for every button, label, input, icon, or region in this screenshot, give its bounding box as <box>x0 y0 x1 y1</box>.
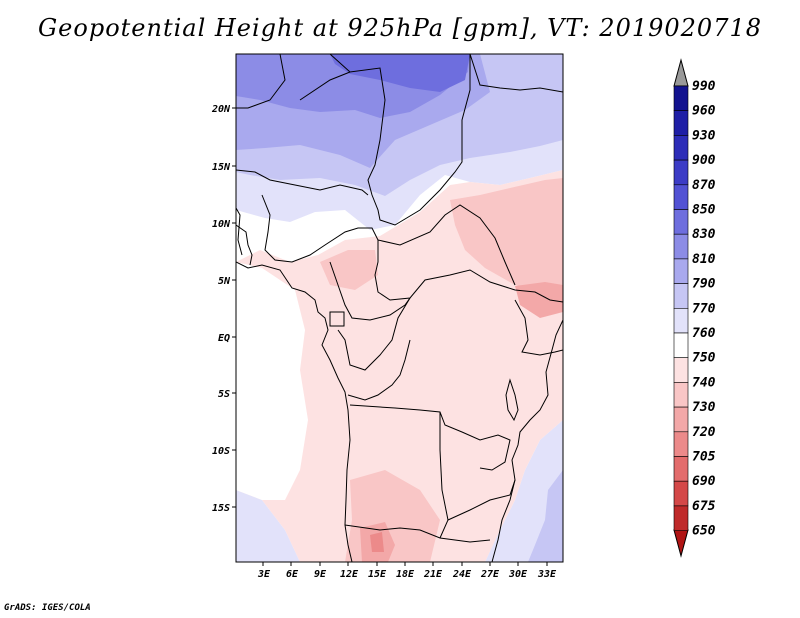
lon-label: 18E <box>396 569 415 580</box>
lon-label: 12E <box>340 569 359 580</box>
lon-ticks <box>262 562 548 566</box>
border-north-mid <box>299 71 351 101</box>
map-title: Geopotential Height at 925hPa [gpm], VT:… <box>38 14 762 42</box>
colorbar-level-label: 990 <box>692 79 716 94</box>
lat-label: 20N <box>211 104 231 115</box>
border-drc-west <box>347 339 411 401</box>
lon-label: 6E <box>286 569 299 580</box>
colorbar-level-label: 810 <box>692 252 716 267</box>
colorbar-level-label: 760 <box>692 326 716 341</box>
colorbar-segment <box>673 258 689 284</box>
coastline-west-africa <box>236 261 353 562</box>
height-field <box>236 54 563 562</box>
contour-red-720-sw <box>370 532 384 552</box>
lon-label: 24E <box>452 569 472 580</box>
lat-label: 10N <box>212 219 231 230</box>
colorbar-level-label: 705 <box>692 450 716 465</box>
colorbar-level-label: 850 <box>692 203 716 218</box>
border-north <box>329 54 471 226</box>
colorbar-level-label: 650 <box>692 524 716 539</box>
lat-ticks <box>232 107 236 508</box>
border-box <box>329 311 345 327</box>
colorbar-level-label: 720 <box>692 425 716 440</box>
colorbar-segment <box>673 159 689 186</box>
contour-blue-850 <box>330 54 470 92</box>
lat-label: 15S <box>212 503 230 514</box>
lat-label: 5N <box>218 276 231 287</box>
colorbar-segment <box>673 382 689 408</box>
colorbar-segment <box>673 110 689 136</box>
lon-label: 3E <box>257 569 271 580</box>
border-drc-south <box>349 404 511 471</box>
border-angola-south <box>344 524 491 543</box>
colorbar-level-label: 740 <box>692 375 716 390</box>
colorbar-segment <box>673 85 689 112</box>
border-nigeria <box>261 194 563 303</box>
colorbar-level-label: 690 <box>692 474 716 489</box>
colorbar-segment <box>673 283 689 309</box>
border-west-lines <box>236 224 253 266</box>
contour-blue-sw <box>236 490 300 562</box>
contour-red-750 <box>236 170 563 562</box>
plot-frame <box>235 53 564 563</box>
contour-white-coastal <box>236 262 308 500</box>
border-gabon-congo <box>337 297 411 371</box>
border-east-inner <box>514 299 563 356</box>
lon-labels: 3E 6E 9E 12E 15E 18E 21E 24E 27E 30E 33E <box>257 569 557 580</box>
colorbar-segment <box>673 357 689 383</box>
colorbar-level-label: 960 <box>692 104 716 119</box>
colorbar-segment <box>673 332 689 359</box>
colorbar-segment <box>673 505 689 531</box>
coastline-east-africa <box>491 319 563 562</box>
lat-labels: 20N 15N 10N 5N EQ 5S 10S 15S <box>211 104 231 514</box>
lon-label: 33E <box>537 569 557 580</box>
colorbar-level-label: 730 <box>692 400 716 415</box>
lon-label: 21E <box>423 569 443 580</box>
grads-credit: GrADS: IGES/COLA <box>4 603 91 613</box>
lat-label: 15N <box>212 162 231 173</box>
border-zambia <box>447 479 516 521</box>
colorbar-level-label: 870 <box>692 178 716 193</box>
lat-label: 5S <box>218 389 230 400</box>
lon-label: 15E <box>368 569 387 580</box>
lon-label: 30E <box>508 569 528 580</box>
lat-label: EQ <box>218 333 230 344</box>
colorbar-segment <box>673 456 689 482</box>
colorbar-segment <box>673 406 689 433</box>
colorbar-segment <box>673 431 689 457</box>
colorbar-level-label: 675 <box>692 499 716 514</box>
border-north-west <box>236 54 286 109</box>
colorbar-level-label: 930 <box>692 128 716 143</box>
colorbar-segment <box>673 480 689 507</box>
contour-blue-se-inner <box>528 470 563 562</box>
border-east-mountains <box>469 54 563 93</box>
border-sahel <box>236 169 369 196</box>
lon-label: 27E <box>480 569 500 580</box>
border-cameroon <box>329 261 411 321</box>
colorbar-segment <box>673 209 689 235</box>
colorbar-segment <box>673 135 689 161</box>
colorbar-segment <box>673 233 689 260</box>
colorbar-bottom-arrow <box>673 529 689 558</box>
colorbar: 990 960 930 900 870 850 830 810 790 770 760 750 740 7… <box>673 58 716 558</box>
lake-tanganyika <box>505 378 519 422</box>
border-car <box>377 204 516 286</box>
colorbar-level-label: 750 <box>692 351 716 366</box>
border-angola-east <box>439 412 449 539</box>
lat-label: 10S <box>212 446 230 457</box>
contour-red-740-mid <box>320 250 378 290</box>
contour-red-740-ne <box>450 178 563 300</box>
country-borders <box>236 54 563 562</box>
colorbar-level-label: 900 <box>692 153 716 168</box>
colorbar-level-label: 770 <box>692 301 716 316</box>
lon-label: 9E <box>314 569 327 580</box>
colorbar-top-arrow <box>673 58 689 87</box>
colorbar-segment <box>673 307 689 334</box>
colorbar-level-label: 830 <box>692 227 716 242</box>
colorbar-segment <box>673 184 689 210</box>
colorbar-level-label: 790 <box>692 277 716 292</box>
